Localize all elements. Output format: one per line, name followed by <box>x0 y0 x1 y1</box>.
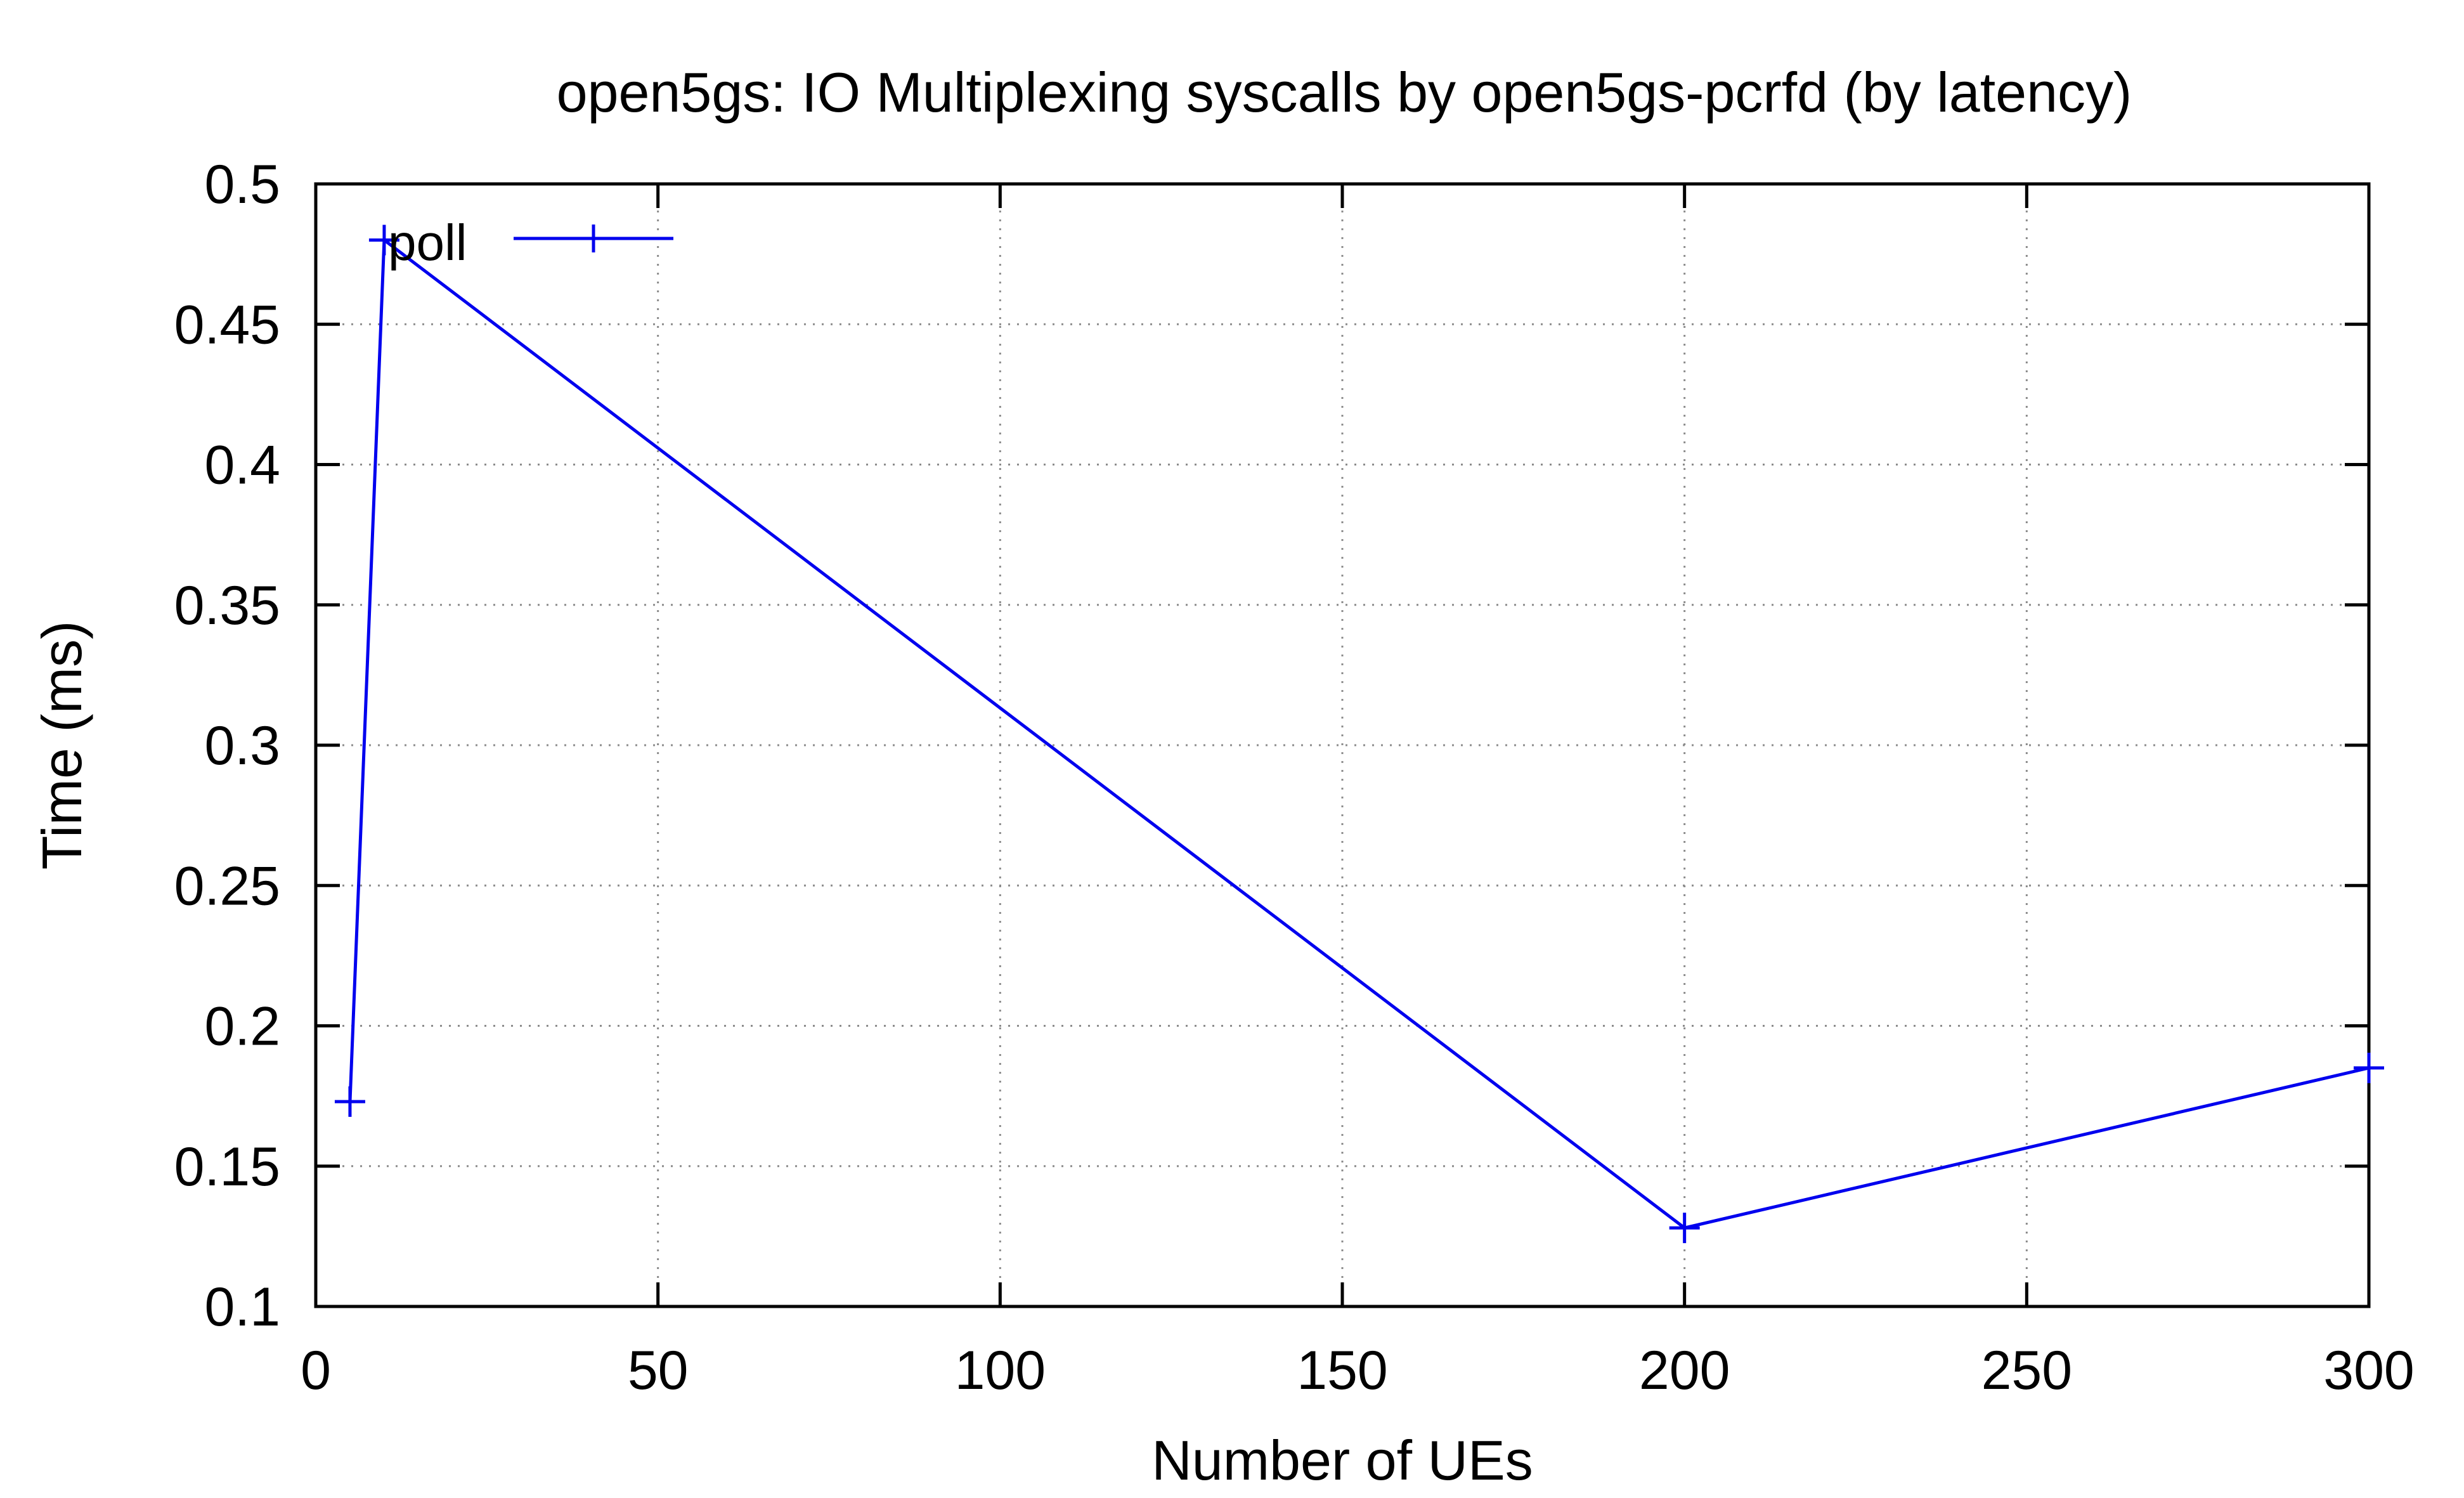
y-tick-label: 0.25 <box>174 856 280 916</box>
chart-title: open5gs: IO Multiplexing syscalls by ope… <box>557 61 2132 124</box>
y-tick-label: 0.1 <box>204 1277 280 1338</box>
x-tick-label: 250 <box>1981 1340 2073 1401</box>
x-tick-label: 0 <box>301 1340 331 1401</box>
x-axis-label: Number of UEs <box>1151 1429 1533 1492</box>
data-point-poll <box>1669 1213 1700 1244</box>
series-line-poll <box>348 237 2370 1230</box>
x-tick-label: 100 <box>955 1340 1046 1401</box>
y-tick-label: 0.2 <box>204 996 280 1057</box>
legend: poll <box>388 214 673 271</box>
x-tick-label: 150 <box>1297 1340 1388 1401</box>
y-tick-label: 0.35 <box>174 575 280 636</box>
plot-frame <box>314 182 2371 1308</box>
data-point-poll <box>334 1086 365 1117</box>
series-layer <box>334 225 2384 1244</box>
tick-labels: 0 50 100 150 200 250 300 0.1 0.15 0.2 0.25 0.3 0.35 0… <box>174 154 2415 1401</box>
x-tick-label: 200 <box>1639 1340 1730 1401</box>
grid <box>316 184 2369 1306</box>
y-tick-label: 0.4 <box>204 435 280 496</box>
y-tick-label: 0.3 <box>204 715 280 776</box>
data-point-poll <box>2354 1052 2384 1083</box>
y-tick-label: 0.15 <box>174 1137 280 1197</box>
x-tick-label: 300 <box>2323 1340 2415 1401</box>
legend-label-poll: poll <box>388 214 467 271</box>
y-tick-label: 0.5 <box>204 154 280 215</box>
y-axis-label: Time (ms) <box>30 621 93 870</box>
data-point-poll <box>368 225 399 256</box>
y-tick-label: 0.45 <box>174 294 280 355</box>
x-tick-label: 50 <box>628 1340 689 1401</box>
